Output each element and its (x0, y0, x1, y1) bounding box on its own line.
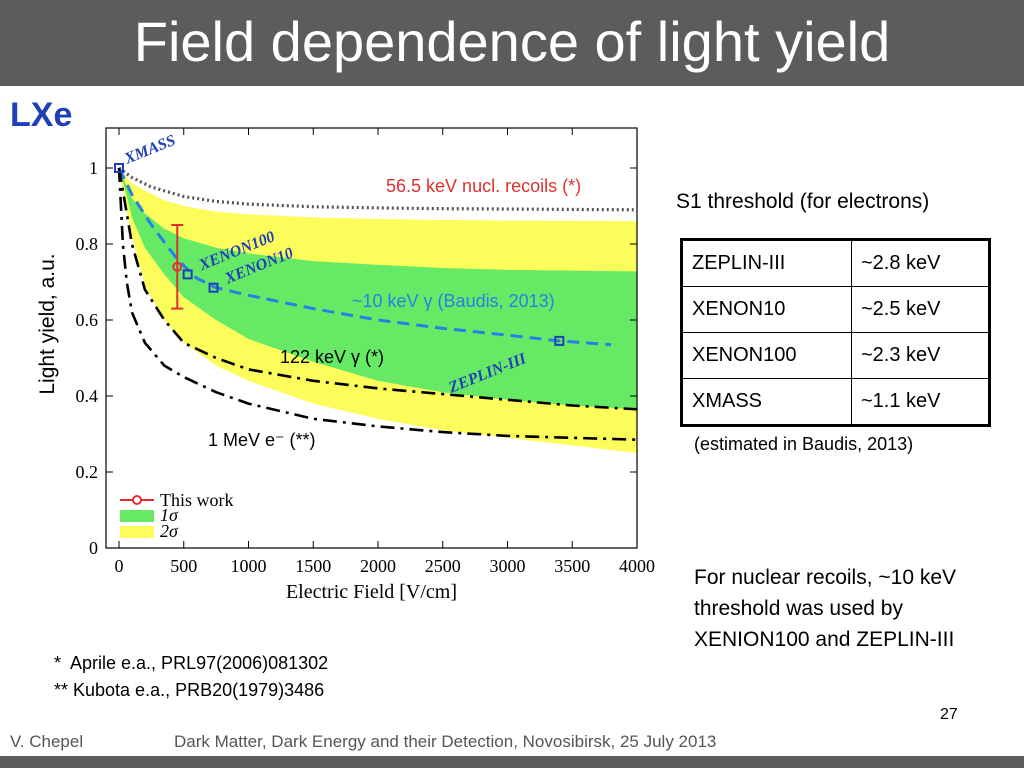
table-row: XMASS ~1.1 keV (681, 378, 990, 426)
curve-label-1mev: 1 MeV e⁻ (**) (208, 430, 316, 450)
detector-cell: ZEPLIN-III (681, 239, 852, 287)
y-tick-label: 0.4 (76, 386, 99, 406)
nuclear-recoil-note: For nuclear recoils, ~10 keV threshold w… (694, 566, 957, 651)
legend-label: 2σ (160, 521, 179, 541)
threshold-cell: ~2.8 keV (851, 239, 990, 287)
plot-frame (105, 127, 638, 549)
x-tick-label: 500 (170, 556, 197, 576)
light-yield-chart: 0 500 1000 1500 2000 2500 3000 3500 4000 0 0.2 0.4 0… (76, 127, 656, 603)
table-row: XENON100 ~2.3 keV (681, 332, 990, 379)
threshold-table: ZEPLIN-III ~2.8 keV XENON10 ~2.5 keV XEN… (680, 238, 991, 427)
y-tick-label: 0.8 (76, 234, 99, 254)
legend-marker (132, 495, 142, 505)
references: * Aprile e.a., PRL97(2006)081302 ** Kubo… (54, 650, 328, 704)
curve-label-nuclear-recoils: 56.5 keV nucl. recoils (*) (386, 176, 582, 196)
tick-labels: 0 500 1000 1500 2000 2500 3000 3500 4000 0 0.2 0.4 0… (76, 158, 656, 576)
detector-cell: XMASS (681, 378, 852, 426)
legend-swatch-1sigma (120, 510, 154, 522)
experiment-marker (208, 282, 219, 293)
x-tick-label: 2000 (360, 556, 396, 576)
detector-cell: XENON10 (681, 286, 852, 333)
footer-event: Dark Matter, Dark Energy and their Detec… (174, 732, 717, 751)
x-tick-label: 3000 (490, 556, 526, 576)
x-axis-label: Electric Field [V/cm] (286, 581, 457, 603)
detector-cell: XENON100 (681, 332, 852, 379)
series-line-0 (118, 166, 638, 212)
legend-swatch-2sigma (120, 526, 154, 538)
section-label: LXe (10, 96, 73, 134)
reference-line: * Aprile e.a., PRL97(2006)081302 (54, 653, 329, 673)
this-work-point (171, 224, 184, 310)
title-bar: Field dependence of light yield (0, 0, 1024, 86)
y-tick-label: 1 (89, 158, 98, 178)
x-tick-label: 1000 (231, 556, 267, 576)
y-tick-label: 0.2 (76, 462, 99, 482)
threshold-title: S1 threshold (for electrons) (676, 190, 930, 213)
curve-label-baudis: ~10 keV γ (Baudis, 2013) (352, 291, 555, 311)
footer-author: V. Chepel (10, 732, 84, 751)
band-1sigma (119, 168, 637, 410)
experiment-marker (554, 335, 565, 346)
threshold-note: (estimated in Baudis, 2013) (694, 434, 914, 454)
sigma-bands (119, 168, 637, 453)
x-tick-label: 2500 (425, 556, 461, 576)
page-number: 27 (940, 706, 958, 723)
this-work-marker (172, 261, 183, 272)
reference-line: ** Kubota e.a., PRB20(1979)3486 (54, 680, 325, 700)
y-axis-label: Light yield, a.u. (36, 253, 59, 395)
legend-label: This work (160, 490, 234, 510)
table-row: ZEPLIN-III ~2.8 keV (681, 239, 990, 287)
x-tick-label: 0 (115, 556, 124, 576)
x-tick-label: 3500 (554, 556, 590, 576)
curve-label-122kev: 122 keV γ (*) (280, 347, 385, 367)
bottom-bar (0, 756, 1024, 768)
y-tick-label: 0 (89, 538, 98, 558)
series-line-3 (117, 167, 638, 441)
axis-ticks (106, 128, 638, 549)
model-curves (117, 166, 638, 441)
experiment-label: XMASS (121, 132, 178, 168)
x-tick-label: 1500 (295, 556, 331, 576)
series-line-1 (117, 167, 612, 347)
threshold-cell: ~2.3 keV (851, 332, 990, 379)
experiment-marker (114, 163, 124, 173)
experiment-marker (182, 269, 193, 280)
x-tick-label: 4000 (619, 556, 655, 576)
slide-title: Field dependence of light yield (133, 10, 891, 73)
threshold-cell: ~1.1 keV (851, 378, 990, 426)
legend-label: 1σ (160, 505, 179, 525)
threshold-cell: ~2.5 keV (851, 286, 990, 333)
table-row: XENON10 ~2.5 keV (681, 286, 990, 333)
series-line-2 (117, 167, 638, 411)
y-tick-label: 0.6 (76, 310, 99, 330)
